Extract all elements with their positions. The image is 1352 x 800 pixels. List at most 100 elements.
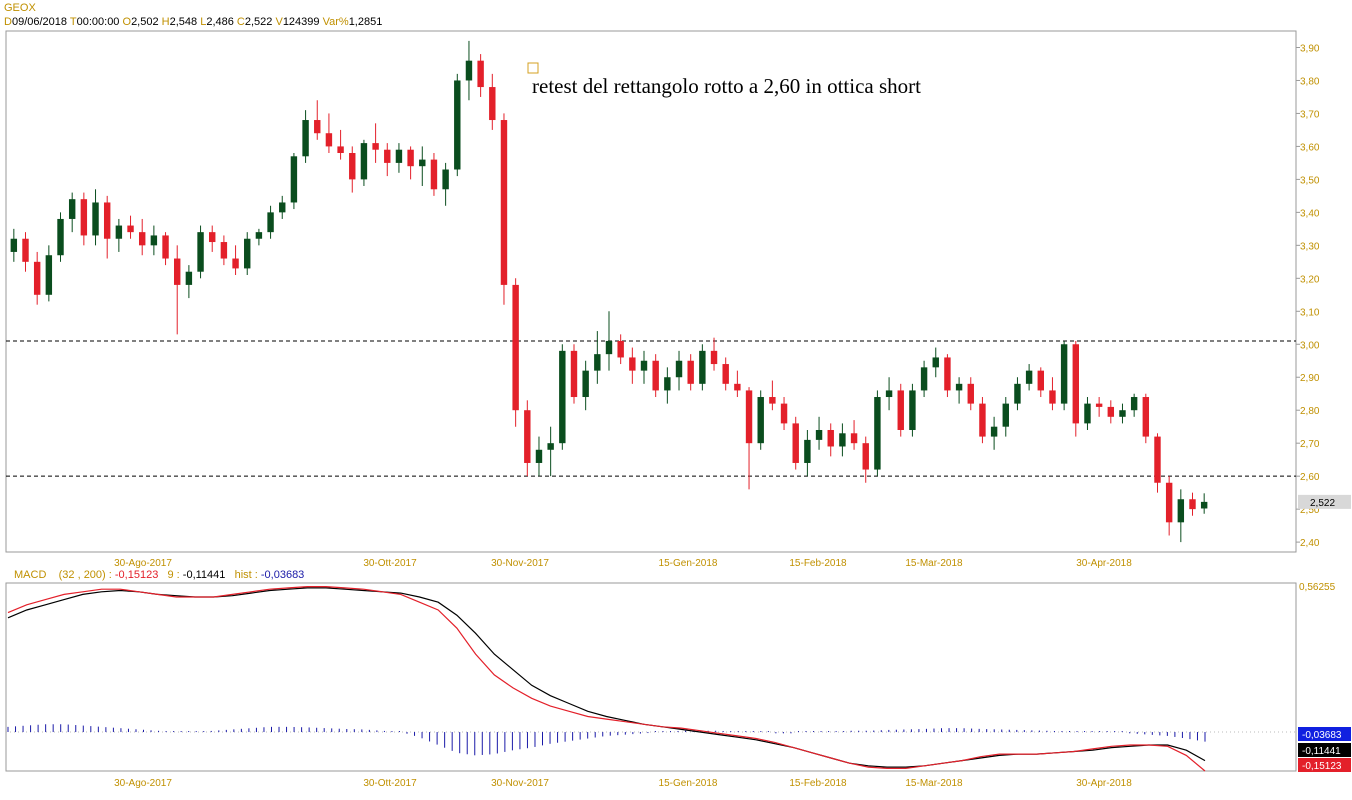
candle-body [640,360,648,371]
candle [559,344,566,450]
signal-label: 9 : [167,569,180,581]
candle-body [500,120,508,285]
candle [103,195,111,259]
macd-line [7,586,1206,772]
candle-body [675,360,683,378]
candle-body [349,153,356,180]
candle [944,354,951,398]
candle [675,350,683,391]
price-axis-label: 3,60 [1300,142,1320,153]
date-value: 09/06/2018 [11,16,68,28]
var-value: 1,2851 [348,16,383,28]
annotation-text[interactable]: retest del rettangolo rotto a 2,60 in ot… [532,74,921,98]
candle [862,436,869,483]
price-date-label: 30-Ott-2017 [363,558,417,569]
candle [465,40,473,101]
volume-label: V [275,16,283,28]
candle-body [909,390,916,430]
candle-body [360,143,368,180]
candle [640,350,648,384]
candle [664,367,671,404]
hist-label: hist : [234,569,258,581]
price-axis-label: 3,30 [1300,241,1320,252]
candle-body [1025,370,1033,384]
candle-body [570,350,578,398]
price-panel-frame [5,30,1297,553]
candle [1142,393,1150,444]
candle-body [22,238,29,262]
candle-body [1130,397,1138,411]
candle-body [220,242,228,259]
open-label: O [122,16,132,28]
candle-body [804,439,811,463]
candle [1119,403,1126,424]
candle-body [617,340,624,358]
date-label: D [4,16,12,28]
candle-body [185,271,193,285]
candle [267,205,274,239]
candle-body [990,426,998,437]
candle-body [115,225,123,239]
candle [850,420,858,450]
macd-histogram [7,724,1206,756]
candle-body [687,360,694,384]
candle-body [68,199,76,219]
candle [220,235,228,266]
candle-body [372,143,379,150]
candle [535,436,543,477]
candle [990,416,998,450]
low-label: L [200,16,207,28]
candle-body [547,443,554,450]
annotation-marker[interactable] [527,62,539,74]
candle-body [325,133,333,147]
candle [325,113,333,154]
candle-body [710,350,718,365]
candle-body [1119,410,1126,417]
candle [570,344,578,404]
candle-body [489,87,496,121]
candle-body [524,410,531,463]
low-value: 2,486 [206,16,234,28]
candle-body [594,354,601,371]
candle [244,232,251,276]
candle-body [955,383,963,391]
candle-body [559,350,566,444]
candle [45,245,53,302]
price-axis-label: 3,80 [1300,76,1320,87]
price-axis-label: 3,90 [1300,43,1320,54]
candle [1189,492,1196,516]
candle-body [629,357,636,371]
candle [57,212,64,262]
candle-body [419,159,426,167]
open-value: 2,502 [131,16,159,28]
candle-body [582,370,589,398]
candle-body [209,232,216,243]
candle-body [10,238,18,252]
candle-body [290,156,298,203]
candle [22,232,29,272]
macd-value-tag-label: -0,15123 [1302,761,1342,772]
candle-body [967,383,974,404]
candle-body [174,258,181,285]
candle-body [384,149,391,163]
macd-date-label: 30-Ott-2017 [363,778,417,789]
time-label: T [69,16,77,28]
candle-body [652,360,659,391]
candle [232,245,239,276]
candle [430,153,438,196]
candle-body [815,429,823,440]
candle-body [780,403,788,424]
candle-body [279,202,286,213]
candle [500,113,508,305]
candle [967,377,974,411]
candle [407,146,414,180]
candle [524,400,531,477]
macd-date-label: 15-Mar-2018 [905,778,963,789]
candle-body [944,357,951,391]
macd-value-tag-label: -0,03683 [1302,730,1342,741]
candle [302,110,309,163]
macd-date-label: 30-Ago-2017 [114,778,172,789]
candle [162,232,169,266]
candle [337,129,344,160]
